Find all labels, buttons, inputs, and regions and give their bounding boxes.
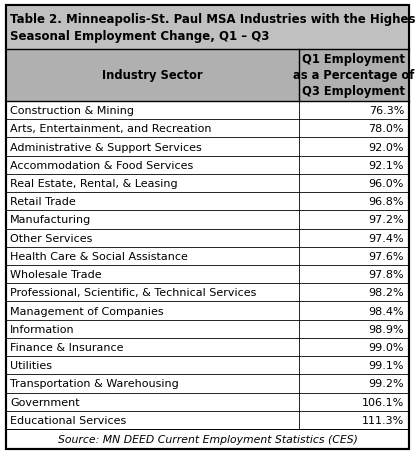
Text: 98.9%: 98.9% — [369, 324, 404, 334]
Text: 111.3%: 111.3% — [362, 415, 404, 425]
Text: Finance & Insurance: Finance & Insurance — [10, 342, 124, 352]
Bar — [6, 50, 409, 102]
Text: 92.0%: 92.0% — [369, 142, 404, 152]
Text: 76.3%: 76.3% — [369, 106, 404, 116]
Text: 98.4%: 98.4% — [369, 306, 404, 316]
Text: Administrative & Support Services: Administrative & Support Services — [10, 142, 202, 152]
Text: Utilities: Utilities — [10, 360, 52, 370]
Text: Information: Information — [10, 324, 75, 334]
Bar — [6, 6, 409, 50]
Text: Industry Sector: Industry Sector — [102, 69, 203, 82]
Text: 97.4%: 97.4% — [369, 233, 404, 243]
Text: 78.0%: 78.0% — [369, 124, 404, 134]
Text: Health Care & Social Assistance: Health Care & Social Assistance — [10, 251, 188, 261]
Text: 106.1%: 106.1% — [362, 397, 404, 407]
Text: 99.1%: 99.1% — [369, 360, 404, 370]
Text: Government: Government — [10, 397, 80, 407]
Text: Construction & Mining: Construction & Mining — [10, 106, 134, 116]
Text: 97.8%: 97.8% — [369, 269, 404, 279]
Text: Source: MN DEED Current Employment Statistics (CES): Source: MN DEED Current Employment Stati… — [58, 434, 357, 444]
Text: 97.6%: 97.6% — [369, 251, 404, 261]
Text: Professional, Scientific, & Technical Services: Professional, Scientific, & Technical Se… — [10, 288, 256, 298]
Text: Transportation & Warehousing: Transportation & Warehousing — [10, 379, 179, 389]
Text: 98.2%: 98.2% — [369, 288, 404, 298]
Text: 99.0%: 99.0% — [369, 342, 404, 352]
Text: Q1 Employment
as a Percentage of
Q3 Employment: Q1 Employment as a Percentage of Q3 Empl… — [293, 53, 415, 98]
Text: Real Estate, Rental, & Leasing: Real Estate, Rental, & Leasing — [10, 179, 178, 188]
Text: Management of Companies: Management of Companies — [10, 306, 164, 316]
Text: 96.0%: 96.0% — [369, 179, 404, 188]
Text: Wholesale Trade: Wholesale Trade — [10, 269, 102, 279]
Text: Retail Trade: Retail Trade — [10, 197, 76, 207]
Text: Accommodation & Food Services: Accommodation & Food Services — [10, 161, 193, 171]
Text: Other Services: Other Services — [10, 233, 93, 243]
Text: 97.2%: 97.2% — [369, 215, 404, 225]
Text: Educational Services: Educational Services — [10, 415, 126, 425]
Text: Arts, Entertainment, and Recreation: Arts, Entertainment, and Recreation — [10, 124, 212, 134]
Text: Table 2. Minneapolis-St. Paul MSA Industries with the Highest
Seasonal Employmen: Table 2. Minneapolis-St. Paul MSA Indust… — [10, 13, 415, 43]
Text: 99.2%: 99.2% — [369, 379, 404, 389]
Text: 96.8%: 96.8% — [369, 197, 404, 207]
Text: 92.1%: 92.1% — [369, 161, 404, 171]
Text: Manufacturing: Manufacturing — [10, 215, 91, 225]
